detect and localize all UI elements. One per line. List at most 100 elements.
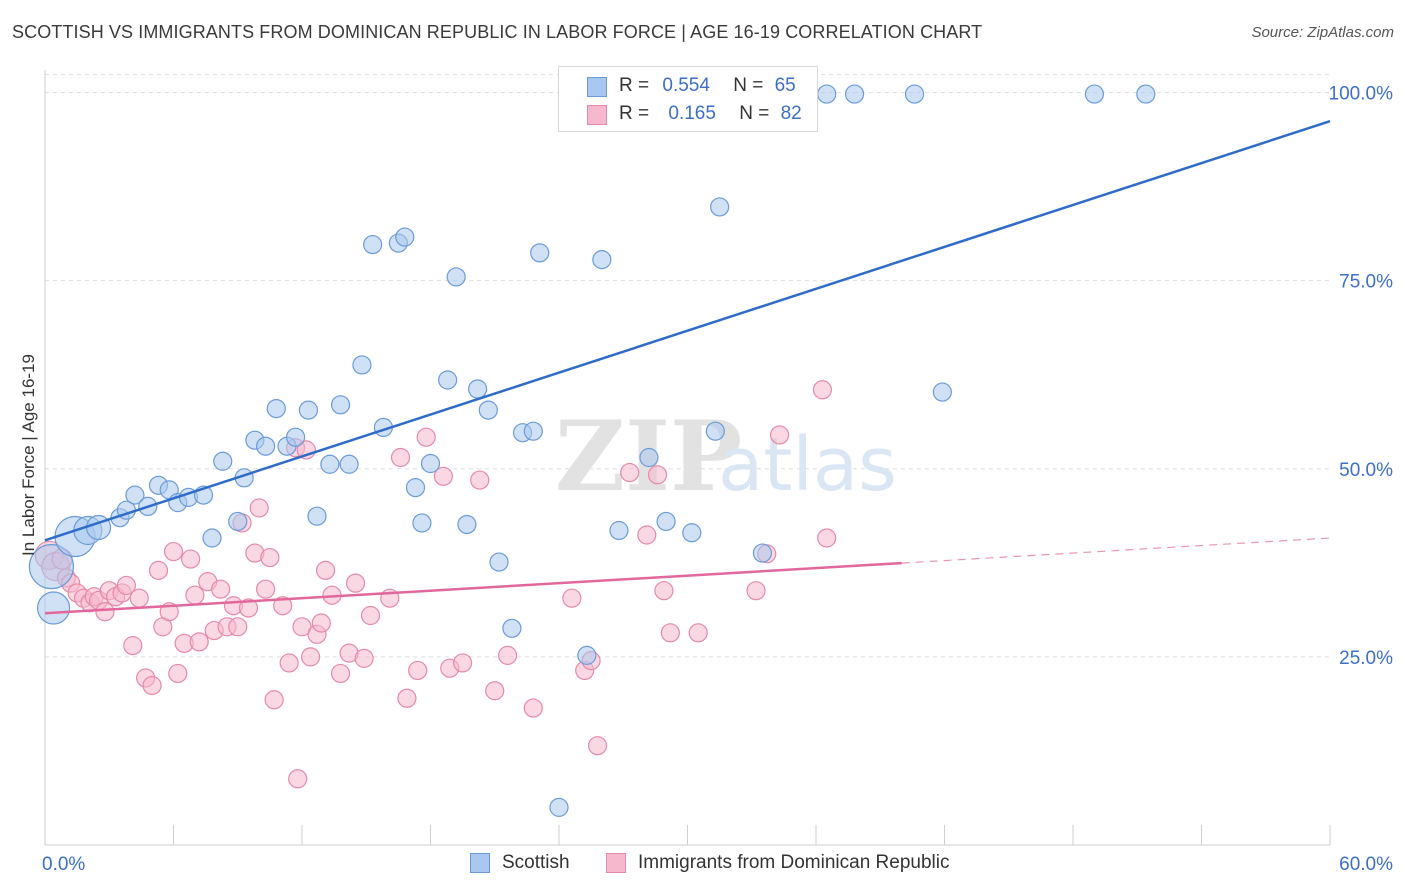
point-dominican <box>260 547 280 568</box>
point-scottish <box>523 421 543 441</box>
point-scottish <box>352 355 372 375</box>
point-scottish <box>656 511 676 532</box>
point-scottish <box>363 234 383 255</box>
point-dominican <box>311 613 331 633</box>
point-scottish <box>710 197 730 217</box>
bottom-legend-label-scottish: Scottish <box>502 852 570 873</box>
point-dominican <box>746 581 766 601</box>
point-dominican <box>148 560 169 580</box>
point-dominican <box>654 581 674 601</box>
legend-r-label: R = <box>619 103 650 124</box>
x-tick-label-max: 60.0% <box>1339 854 1393 875</box>
grid-layer <box>45 74 1330 658</box>
point-scottish <box>817 84 837 104</box>
point-scottish <box>307 506 327 526</box>
point-scottish <box>213 451 233 471</box>
x-tick-label-min: 0.0% <box>42 854 85 875</box>
point-dominican <box>562 588 582 608</box>
point-dominican <box>129 588 149 608</box>
point-scottish <box>609 520 629 541</box>
point-dominican <box>95 602 115 622</box>
point-scottish <box>682 523 702 543</box>
point-dominican <box>211 579 231 599</box>
point-scottish <box>339 454 359 474</box>
point-scottish <box>298 400 319 420</box>
trend-layer <box>44 119 1331 615</box>
point-dominican <box>620 462 640 483</box>
point-dominican <box>123 636 143 656</box>
point-dominican <box>142 675 162 696</box>
point-dominican <box>181 549 201 569</box>
trend-line-scottish <box>44 119 1331 542</box>
point-scottish <box>844 84 865 104</box>
point-scottish <box>395 227 415 247</box>
point-scottish <box>320 454 340 474</box>
point-dominican <box>292 617 312 637</box>
point-dominican <box>345 573 366 593</box>
bottom-legend-label-dominican: Immigrants from Dominican Republic <box>638 852 950 873</box>
point-scottish <box>228 511 248 532</box>
point-scottish <box>405 477 426 498</box>
point-dominican <box>273 596 293 616</box>
point-dominican <box>587 736 608 756</box>
y-tick-label: 50.0% <box>1339 460 1393 481</box>
point-dominican <box>485 681 505 701</box>
watermark-atlas: atlas <box>718 422 897 508</box>
point-dominican <box>354 648 374 668</box>
point-dominican <box>360 605 381 626</box>
point-scottish <box>904 84 925 104</box>
chart-source: Source: ZipAtlas.com <box>1251 24 1394 41</box>
point-scottish <box>530 243 550 263</box>
point-dominican <box>300 647 321 667</box>
point-dominican <box>279 653 299 673</box>
y-axis-label: In Labor Force | Age 16-19 <box>19 354 38 556</box>
point-dominican <box>238 598 259 618</box>
y-tick-label: 25.0% <box>1339 648 1393 669</box>
axis-layer: 25.0% 50.0% 75.0% 100.0% <box>44 70 1394 846</box>
legend-swatch-scottish <box>587 77 607 97</box>
bottom-legend-swatch-scottish <box>470 853 490 873</box>
point-scottish <box>478 400 498 420</box>
legend-r-value: 0.165 <box>668 103 716 124</box>
point-scottish <box>489 552 509 572</box>
point-scottish <box>752 543 773 563</box>
point-dominican <box>397 688 417 708</box>
watermark: ZIP atlas <box>555 400 897 513</box>
point-dominican <box>647 465 668 485</box>
point-scottish <box>468 379 488 399</box>
trend-line-dominican <box>44 561 902 615</box>
y-tick-label: 100.0% <box>1329 84 1394 105</box>
point-scottish <box>266 398 286 419</box>
point-dominican <box>255 579 276 599</box>
point-dominican <box>769 425 790 445</box>
point-dominican <box>408 660 428 681</box>
point-dominican <box>817 528 837 548</box>
bottom-legend-swatch-dominican <box>606 853 626 873</box>
point-scottish <box>36 591 71 625</box>
point-scottish <box>28 544 75 590</box>
point-scottish <box>502 618 522 638</box>
point-scottish <box>330 395 351 415</box>
point-dominican <box>116 575 136 596</box>
point-dominican <box>228 617 248 637</box>
point-dominican <box>315 560 336 580</box>
point-scottish <box>639 447 659 468</box>
point-dominican <box>249 498 269 518</box>
trend-line-extension-dominican <box>901 537 1331 564</box>
point-dominican <box>470 470 490 490</box>
point-dominican <box>168 663 188 684</box>
point-dominican <box>330 663 351 684</box>
point-dominican <box>185 585 205 605</box>
point-dominican <box>523 698 543 718</box>
point-dominican <box>660 623 680 643</box>
point-scottish <box>577 645 597 665</box>
point-dominican <box>390 447 411 468</box>
legend-n-value: 82 <box>780 103 802 124</box>
point-scottish <box>202 528 222 548</box>
point-dominican <box>433 466 453 486</box>
legend-n-label: N = <box>733 75 764 96</box>
chart-title: SCOTTISH VS IMMIGRANTS FROM DOMINICAN RE… <box>12 22 983 42</box>
point-scottish <box>255 436 276 456</box>
y-tick-label: 75.0% <box>1339 272 1393 293</box>
point-dominican <box>453 653 473 673</box>
